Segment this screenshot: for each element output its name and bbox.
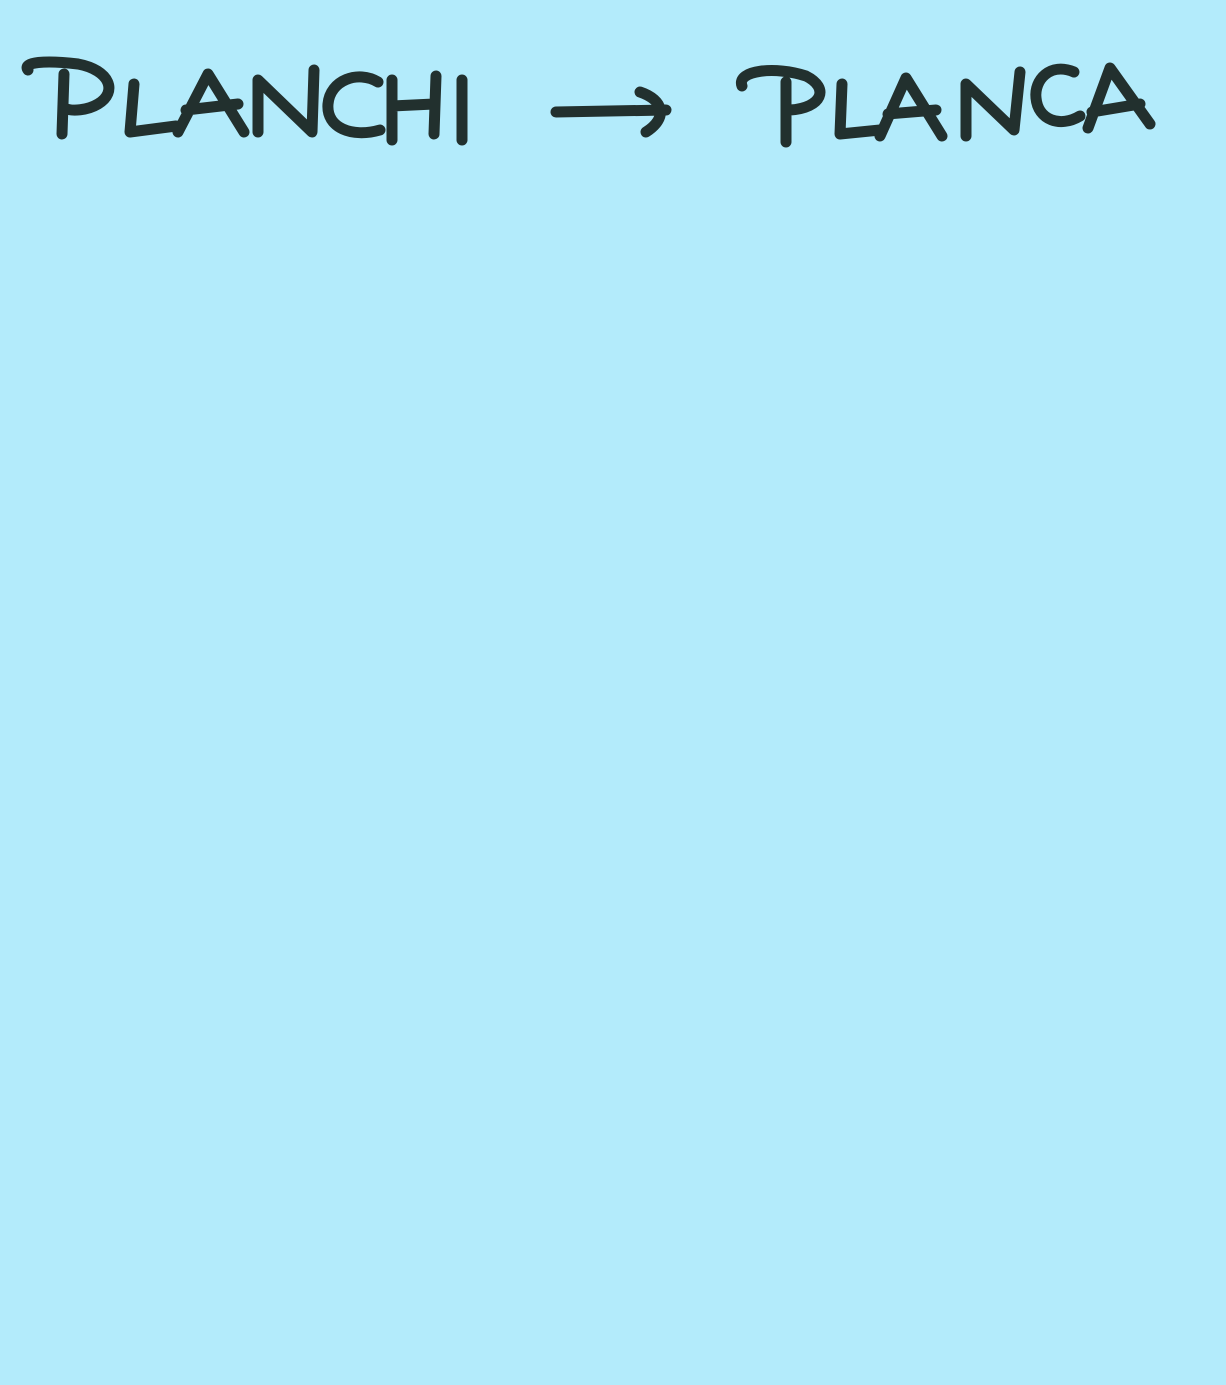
letter-a: [874, 72, 948, 142]
letter-p: [21, 56, 115, 140]
letter-n: [960, 66, 1026, 142]
source-word: PLANCHI: [21, 56, 468, 146]
letter-h: [386, 70, 442, 146]
letter-c: [1030, 63, 1086, 128]
letter-a: [1082, 62, 1156, 134]
letter-n: [252, 64, 320, 138]
letter-l: [124, 78, 182, 138]
letter-p: [736, 65, 826, 148]
letter-c: [322, 71, 386, 139]
letter-l: [834, 78, 886, 140]
target-word: PLANCA: [736, 62, 1156, 148]
letter-a: [172, 68, 250, 138]
handwritten-line: PLANCHI PLANCA: [21, 56, 1156, 148]
right-arrow-icon: [550, 86, 672, 138]
